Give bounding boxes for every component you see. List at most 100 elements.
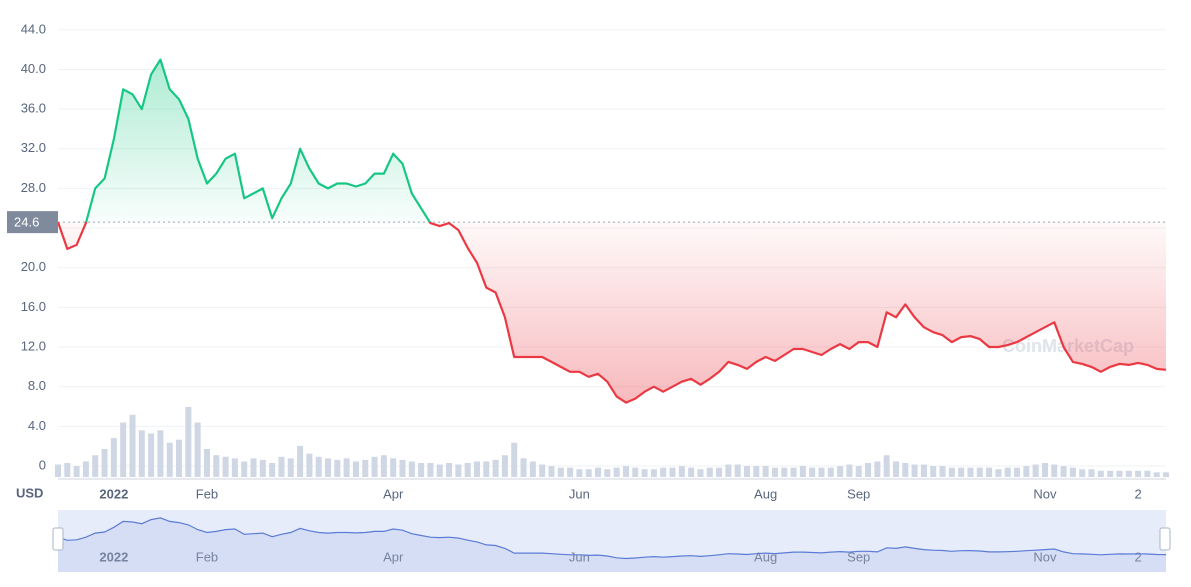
volume-bar (306, 453, 313, 477)
volume-bar (892, 461, 899, 477)
volume-bar (390, 458, 397, 477)
volume-bar (73, 466, 80, 477)
volume-bar (64, 463, 71, 477)
volume-bar (129, 414, 136, 477)
x-tick-label: 2 (1134, 486, 1141, 501)
baseline-label-box (7, 211, 58, 234)
volume-bar (548, 466, 555, 477)
x-tick-label: 2022 (99, 486, 128, 501)
x-tick-label: Jun (569, 486, 590, 501)
volume-bar (911, 464, 918, 477)
volume-bar (362, 459, 369, 477)
navigator-label: Apr (383, 549, 404, 564)
y-tick-label: 20.0 (21, 259, 46, 274)
navigator-handle-left[interactable] (52, 527, 64, 551)
volume-bar (241, 461, 248, 477)
y-tick-label: 32.0 (21, 140, 46, 155)
volume-bar (110, 438, 117, 477)
currency-label: USD (16, 485, 43, 500)
volume-bar (1144, 470, 1151, 477)
volume-bar (138, 430, 145, 477)
volume-bar (967, 467, 974, 477)
volume-bar (1153, 472, 1160, 477)
volume-bar (1097, 470, 1104, 477)
volume-bar (166, 442, 173, 477)
volume-bar (930, 466, 937, 477)
volume-bar (865, 463, 872, 477)
volume-bar (120, 422, 127, 477)
volume-bar (1088, 469, 1095, 477)
navigator-label: 2022 (99, 549, 128, 564)
navigator-label: 2 (1134, 549, 1141, 564)
volume-bar (734, 464, 741, 477)
volume-bar (660, 467, 667, 477)
y-tick-label: 36.0 (21, 101, 46, 116)
volume-bar (259, 459, 266, 477)
volume-bar (343, 458, 350, 477)
volume-bar (641, 469, 648, 477)
volume-bar (790, 467, 797, 477)
volume-bar (92, 455, 99, 477)
volume-bar (986, 467, 993, 477)
volume-bar (176, 439, 183, 477)
volume-bar (632, 467, 639, 477)
volume-bar (1116, 470, 1123, 477)
volume-bar (464, 463, 471, 477)
volume-bar (1060, 466, 1067, 477)
volume-bar (809, 467, 816, 477)
volume-bar (874, 461, 881, 477)
volume-bar (762, 466, 769, 477)
volume-bar (697, 469, 704, 477)
volume-bar (427, 463, 434, 477)
volume-bar (958, 467, 965, 477)
volume-bar (157, 430, 164, 477)
volume-bar (529, 461, 536, 477)
volume-bar (1041, 463, 1048, 477)
y-tick-label: 40.0 (21, 61, 46, 76)
y-tick-label: 44.0 (21, 21, 46, 36)
y-tick-label: 16.0 (21, 299, 46, 314)
volume-bar (855, 466, 862, 477)
volume-bar (976, 467, 983, 477)
volume-bar (501, 455, 508, 477)
volume-bar (827, 467, 834, 477)
volume-bar (492, 459, 499, 477)
volume-bar (1163, 472, 1169, 477)
volume-bar (455, 464, 462, 477)
volume-bar (325, 458, 332, 477)
navigator-label: Jun (569, 549, 590, 564)
volume-bar (520, 458, 527, 477)
volume-bar (82, 461, 89, 477)
x-tick-label: Apr (383, 486, 404, 501)
y-tick-label: 4.0 (28, 418, 46, 433)
volume-bar (613, 467, 620, 477)
volume-bar (837, 466, 844, 477)
volume-bar (352, 461, 359, 477)
volume-bar (557, 467, 564, 477)
volume-bar (101, 449, 108, 477)
volume-bar (213, 455, 220, 477)
volume-bar (1079, 469, 1086, 477)
navigator-window[interactable] (58, 510, 1166, 572)
volume-bar (185, 407, 192, 477)
volume-bar (948, 467, 955, 477)
volume-bar (222, 456, 229, 477)
volume-bar (883, 455, 890, 477)
navigator-handle-right[interactable] (1159, 527, 1171, 551)
volume-bar (399, 459, 406, 477)
volume-bar (1014, 467, 1021, 477)
volume-bar (753, 466, 760, 477)
volume-bar (269, 463, 276, 477)
volume-bar (678, 466, 685, 477)
volume-bar (920, 464, 927, 477)
volume-bar (55, 464, 61, 477)
volume-bar (231, 458, 238, 477)
volume-bar (650, 469, 657, 477)
volume-bar (567, 467, 574, 477)
volume-bar (483, 461, 490, 477)
y-tick-label: 28.0 (21, 180, 46, 195)
volume-bar (250, 458, 257, 477)
volume-bar (1023, 466, 1030, 477)
volume-bar (846, 464, 853, 477)
y-tick-label: 0 (39, 457, 46, 472)
